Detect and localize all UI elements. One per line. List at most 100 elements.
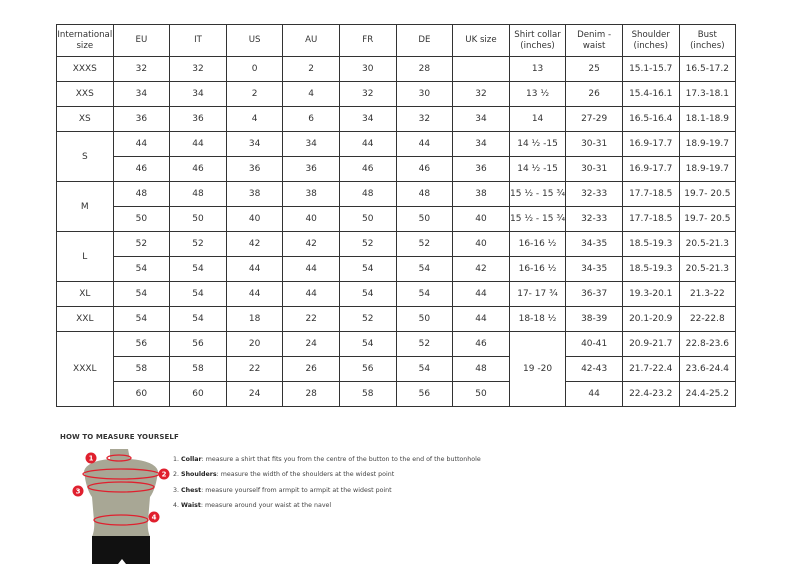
table-cell: 13 ½	[508, 81, 567, 107]
table-cell: 16-16 ½	[508, 256, 567, 282]
table-row: 46 46 36 36 46 46 36 14 ½ -15 30-31 16.9-17.7 18.9…	[57, 156, 737, 182]
table-cell: 36	[225, 156, 284, 182]
table-cell: 28	[282, 381, 340, 407]
table-cell: 20.5-21.3	[678, 231, 737, 257]
table-cell: 40	[225, 206, 284, 232]
table-cell: 16.9-17.7	[621, 131, 680, 157]
table-cell: 25	[565, 56, 623, 82]
table-cell: 46	[395, 156, 454, 182]
table-cell: 58	[338, 381, 397, 407]
table-cell: 20.9-21.7	[621, 331, 680, 357]
table-cell: 34-35	[565, 231, 623, 257]
table-cell: 52	[338, 231, 397, 257]
table-cell: 54	[112, 306, 171, 332]
table-cell: 32	[169, 56, 227, 82]
table-row: XXXL 56 56 20 24 54 52 46 19 -20 40-41 20.9-21.7 22…	[56, 331, 737, 407]
column-header: DE	[395, 24, 454, 57]
table-cell: 38	[452, 181, 510, 207]
table-cell: 17.7-18.5	[621, 181, 680, 207]
table-cell: 36	[169, 106, 227, 132]
table-cell: 36-37	[565, 281, 623, 307]
table-cell: 44	[225, 256, 284, 282]
table-cell: 32	[395, 106, 454, 132]
table-cell: 50	[112, 206, 171, 232]
table-cell: 14 ½ -15	[508, 131, 567, 157]
table-cell: 6	[282, 106, 340, 132]
table-cell: 4	[225, 106, 284, 132]
step-shoulders: 2. Shoulders: measure the width of the s…	[173, 471, 395, 479]
table-cell: 54	[395, 256, 454, 282]
table-cell: 18.1-18.9	[678, 106, 737, 132]
table-cell: 24.4-25.2	[678, 381, 737, 407]
column-header: US	[225, 24, 284, 57]
table-cell: 58	[169, 356, 227, 382]
size-chart-table: International size EU IT US AU FR DE UK size Shi…	[56, 24, 737, 407]
table-cell: 2	[282, 56, 340, 82]
table-cell: 44	[282, 256, 340, 282]
table-cell: 20.1-20.9	[621, 306, 680, 332]
table-cell: 30-31	[565, 131, 623, 157]
table-cell: 48	[112, 181, 171, 207]
table-cell: 54	[395, 356, 454, 382]
table-cell: 46	[452, 331, 510, 357]
table-cell: 18	[225, 306, 284, 332]
table-cell: 34	[452, 106, 510, 132]
table-cell: 40	[452, 206, 510, 232]
table-cell: 19 -20	[508, 331, 567, 407]
table-row: XL 54 54 44 44 54 54 44 17- 17 ¾ 36-37 19.3-20.1 21…	[56, 281, 737, 307]
marker-1-icon	[85, 452, 97, 464]
table-cell: 54	[338, 281, 397, 307]
table-cell: 46	[112, 156, 171, 182]
table-cell: 44	[225, 281, 284, 307]
table-cell: 50	[395, 306, 454, 332]
table-cell: 52	[395, 331, 454, 357]
table-cell: 32-33	[565, 206, 623, 232]
table-cell: 44	[169, 131, 227, 157]
step-collar: 1. Collar: measure a shirt that fits you…	[173, 456, 481, 463]
table-cell: 42	[282, 231, 340, 257]
table-cell: 14	[508, 106, 567, 132]
table-cell: 34	[112, 81, 171, 107]
table-cell: 26	[565, 81, 623, 107]
table-cell: 46	[338, 156, 397, 182]
table-cell: 54	[338, 331, 397, 357]
table-cell: 18.5-19.3	[621, 231, 680, 257]
table-cell: 54	[338, 256, 397, 282]
table-cell: 36	[452, 156, 510, 182]
column-header: Shoulder (inches)	[621, 24, 680, 57]
column-header: Denim - waist	[565, 24, 623, 57]
table-cell: 48	[452, 356, 510, 382]
table-cell: 17- 17 ¾	[508, 281, 567, 307]
table-row: S 44 44 34 34 44 44 34 14 ½ -15 30-31 16.9-17.7 18.…	[56, 131, 737, 182]
table-cell: 54	[112, 256, 171, 282]
table-row: M 48 48 38 38 48 48 38 15 ½ - 15 ¾ 32-33 17.7-18.5…	[56, 181, 737, 232]
how-to-measure-title: HOW TO MEASURE YOURSELF	[60, 433, 179, 441]
table-cell: 54	[395, 281, 454, 307]
table-cell: 60	[112, 381, 171, 407]
column-header: UK size	[452, 24, 510, 57]
table-cell: 24	[282, 331, 340, 357]
table-cell: 4	[282, 81, 340, 107]
table-cell: 40	[282, 206, 340, 232]
table-cell: 18.9-19.7	[678, 156, 737, 182]
table-cell: 19.7- 20.5	[678, 181, 737, 207]
svg-text:4: 4	[152, 514, 157, 522]
table-cell: 18.5-19.3	[621, 256, 680, 282]
table-row: 54 54 44 44 54 54 42 16-16 ½ 34-35 18.5-19.3 20.5-…	[57, 256, 737, 282]
table-cell: 24	[225, 381, 284, 407]
column-header: Shirt collar (inches)	[508, 24, 567, 57]
table-cell: 19.3-20.1	[621, 281, 680, 307]
table-cell: 18.9-19.7	[678, 131, 737, 157]
table-row: XXXS 32 32 0 2 30 28 13 25 15.1-15.7 16.5-17.2	[56, 56, 737, 82]
shorts-shape	[92, 536, 150, 564]
table-cell: 60	[169, 381, 227, 407]
table-cell: 30	[395, 81, 454, 107]
table-cell: 16.5-16.4	[621, 106, 680, 132]
table-cell: 40-41	[565, 331, 623, 357]
size-label-cell: XXXS	[56, 56, 114, 82]
table-cell: 54	[169, 256, 227, 282]
table-cell: 22.4-23.2	[621, 381, 680, 407]
table-cell: 56	[169, 331, 227, 357]
table-cell: 56	[338, 356, 397, 382]
table-cell: 34	[452, 131, 510, 157]
